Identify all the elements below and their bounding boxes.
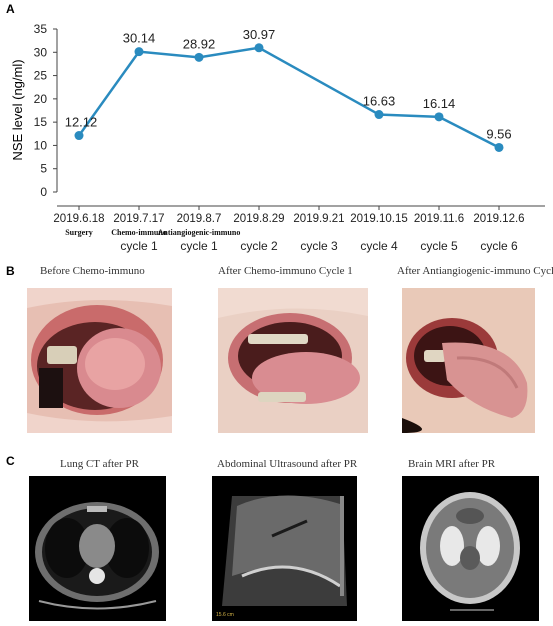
data-point (434, 112, 444, 122)
nse-line-chart: 0 5 10 15 20 25 30 35 2019.6.18 Surgery 2019.7.17 C… (10, 22, 545, 253)
abdominal-ultrasound-image: 15.6 cm (212, 476, 357, 621)
data-point (74, 131, 84, 141)
y-tick-label: 20 (34, 92, 48, 106)
caption-tongue-before: Before Chemo-immuno (40, 265, 145, 277)
y-tick-label: 25 (34, 69, 48, 83)
caption-abdominal-ultrasound: Abdominal Ultrasound after PR (217, 458, 358, 470)
data-label: 16.63 (363, 94, 396, 109)
tongue-photo-before (27, 288, 172, 433)
x-tick-label: 2019.6.18 (53, 213, 104, 225)
x-tick-label: 2019.9.21 (293, 213, 344, 225)
data-label: 30.97 (243, 27, 276, 42)
x-sublabel: Surgery (65, 228, 93, 237)
y-axis-label: NSE level (ng/ml) (10, 59, 25, 160)
caption-tongue-after-antiangiogenic: After Antiangiogenic-immuno Cycl (397, 265, 553, 277)
y-tick-label: 10 (34, 138, 48, 152)
svg-text:15.6 cm: 15.6 cm (216, 612, 234, 618)
x-cycle-label: cycle 1 (120, 239, 158, 253)
panel-label-a: A (6, 2, 15, 16)
x-cycle-label: cycle 5 (420, 239, 458, 253)
y-tick-label: 35 (34, 22, 48, 36)
data-label: 9.56 (486, 126, 511, 141)
x-cycle-label: cycle 2 (240, 239, 278, 253)
y-tick-label: 30 (34, 45, 48, 59)
data-point (374, 110, 384, 120)
caption-brain-mri: Brain MRI after PR (408, 458, 496, 470)
tongue-photo-after-chemo (218, 288, 368, 433)
x-tick-label: 2019.11.6 (414, 213, 464, 225)
x-tick-label: 2019.10.15 (350, 213, 408, 225)
x-cycle-label: cycle 3 (300, 239, 338, 253)
x-cycle-label: cycle 1 (180, 239, 218, 253)
data-point (254, 43, 264, 53)
y-tick-label: 0 (40, 185, 47, 199)
caption-lung-ct: Lung CT after PR (60, 458, 139, 470)
x-sublabel: Chemo-immuno (111, 228, 167, 237)
data-label: 30.14 (123, 31, 156, 46)
x-sublabel: Antiangiogenic-immuno (158, 228, 241, 237)
y-tick-label: 15 (34, 115, 48, 129)
lung-ct-scan (29, 476, 166, 621)
data-label: 28.92 (183, 36, 216, 51)
panel-label-c: C (6, 454, 15, 468)
x-cycle-label: cycle 6 (480, 239, 518, 253)
data-label: 16.14 (423, 96, 456, 111)
x-tick-label: 2019.12.6 (473, 213, 524, 225)
panel-label-b: B (6, 264, 15, 278)
data-point (194, 52, 204, 62)
data-label: 12.12 (65, 115, 98, 130)
x-tick-label: 2019.8.29 (233, 213, 284, 225)
tongue-photo-after-antiangiogenic (402, 288, 535, 433)
x-tick-label: 2019.8.7 (177, 213, 222, 225)
brain-mri-scan (402, 476, 539, 621)
caption-tongue-after-cycle1: After Chemo-immuno Cycle 1 (218, 265, 353, 277)
data-point (494, 142, 504, 152)
x-tick-label: 2019.7.17 (113, 213, 164, 225)
y-tick-label: 5 (40, 162, 47, 176)
x-cycle-label: cycle 4 (360, 239, 398, 253)
data-point (134, 47, 144, 57)
